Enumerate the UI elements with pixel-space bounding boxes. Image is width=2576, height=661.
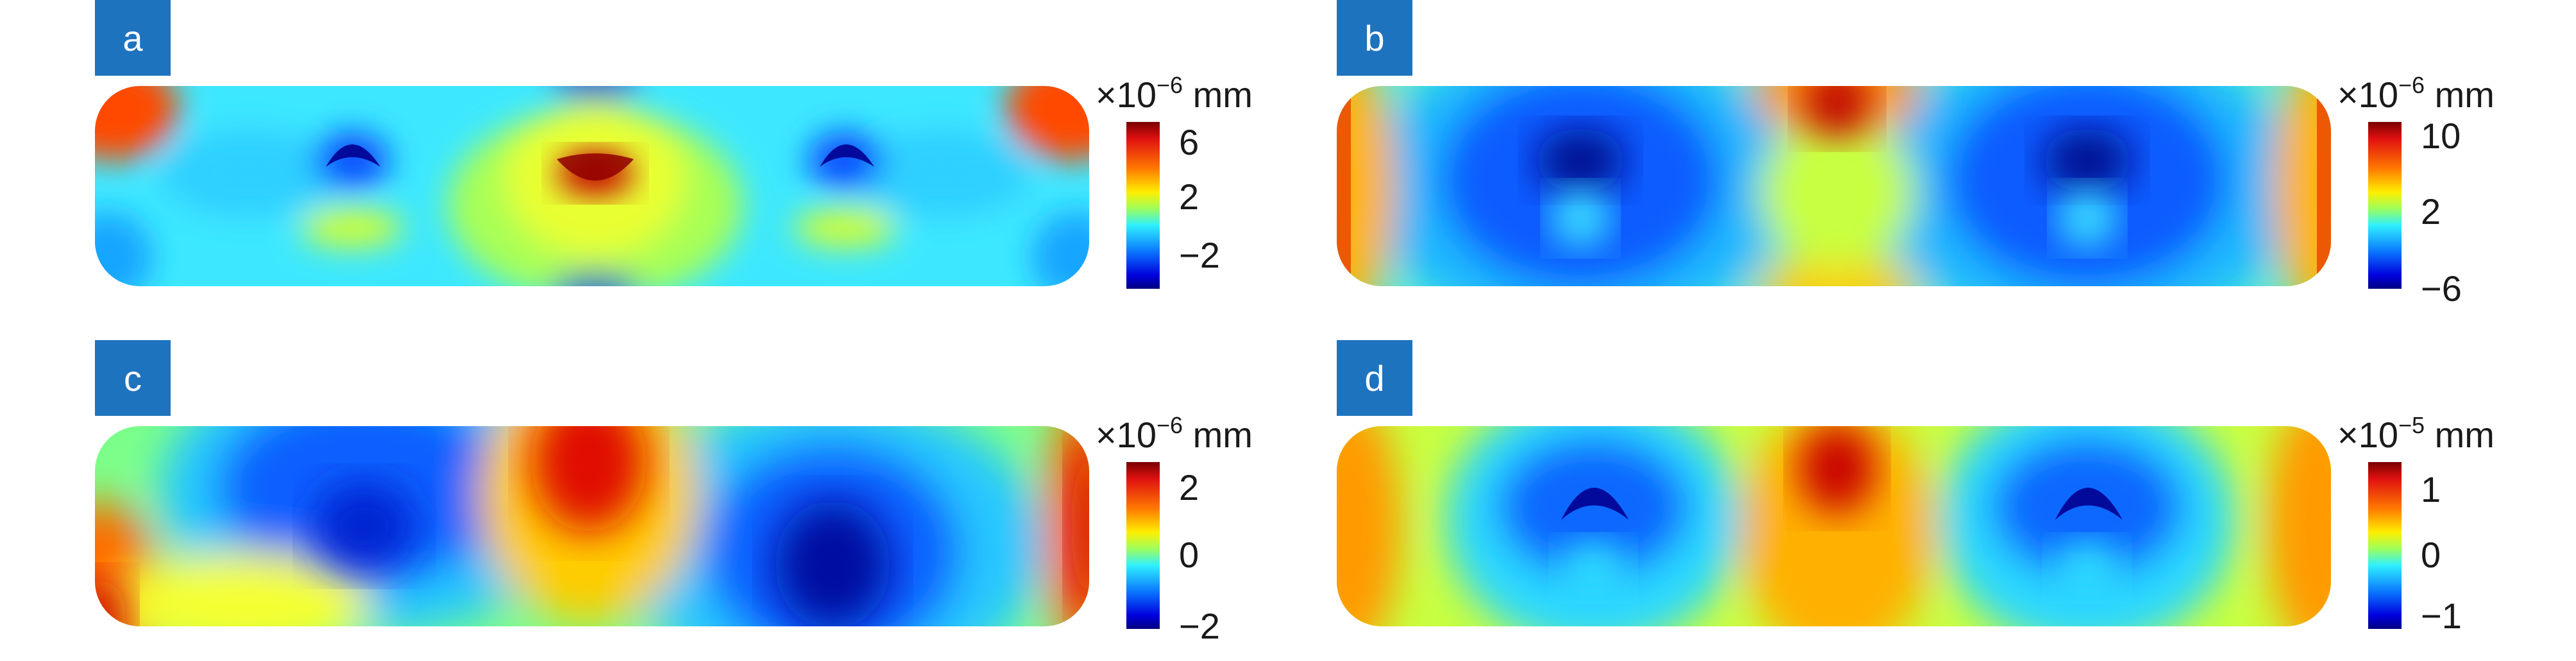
colorbar-tick-label: 2 — [1179, 467, 1199, 508]
colorbar-unit: ×10−5 mm — [2337, 412, 2495, 455]
colorbar-tick-label: −2 — [1179, 235, 1220, 275]
colorbar — [2368, 462, 2402, 629]
colorbar-tick-label: −6 — [2421, 268, 2462, 309]
colorbar-tick-label: 1 — [2421, 469, 2441, 510]
panel-label-badge: c — [95, 340, 171, 416]
colorbar — [1126, 122, 1160, 289]
colorbar-tick-label: 6 — [1179, 122, 1199, 162]
colorbar-tick-label: 0 — [2421, 535, 2441, 575]
colorbar-tick-label: 2 — [2421, 191, 2441, 232]
colorbar-tick-label: 10 — [2421, 116, 2461, 156]
panel-b: b ×10−6 — [1337, 0, 2576, 321]
colorbar-unit: ×10−6 mm — [1096, 72, 1253, 115]
displacement-map — [1337, 426, 2331, 626]
displacement-map — [1337, 86, 2331, 286]
colorbar-tick-label: 2 — [1179, 176, 1199, 217]
colorbar — [2368, 122, 2402, 289]
panel-label-badge: d — [1337, 340, 1412, 416]
panel-c: c ×10−6 mm 2 0 −2 — [95, 340, 1371, 661]
colorbar-tick-label: −1 — [2421, 596, 2462, 636]
panel-label-badge: a — [95, 0, 171, 76]
panel-label-badge: b — [1337, 0, 1412, 76]
panel-d: d ×10−5 mm 1 0 −1 — [1337, 340, 2576, 661]
colorbar-tick-label: −2 — [1179, 606, 1220, 646]
displacement-map — [95, 86, 1089, 286]
colorbar-unit: ×10−6 mm — [1096, 412, 1253, 455]
colorbar-tick-label: 0 — [1179, 535, 1199, 575]
panel-a: a — [95, 0, 1371, 321]
displacement-map — [95, 426, 1089, 626]
colorbar — [1126, 462, 1160, 629]
colorbar-unit: ×10−6 mm — [2337, 72, 2495, 115]
